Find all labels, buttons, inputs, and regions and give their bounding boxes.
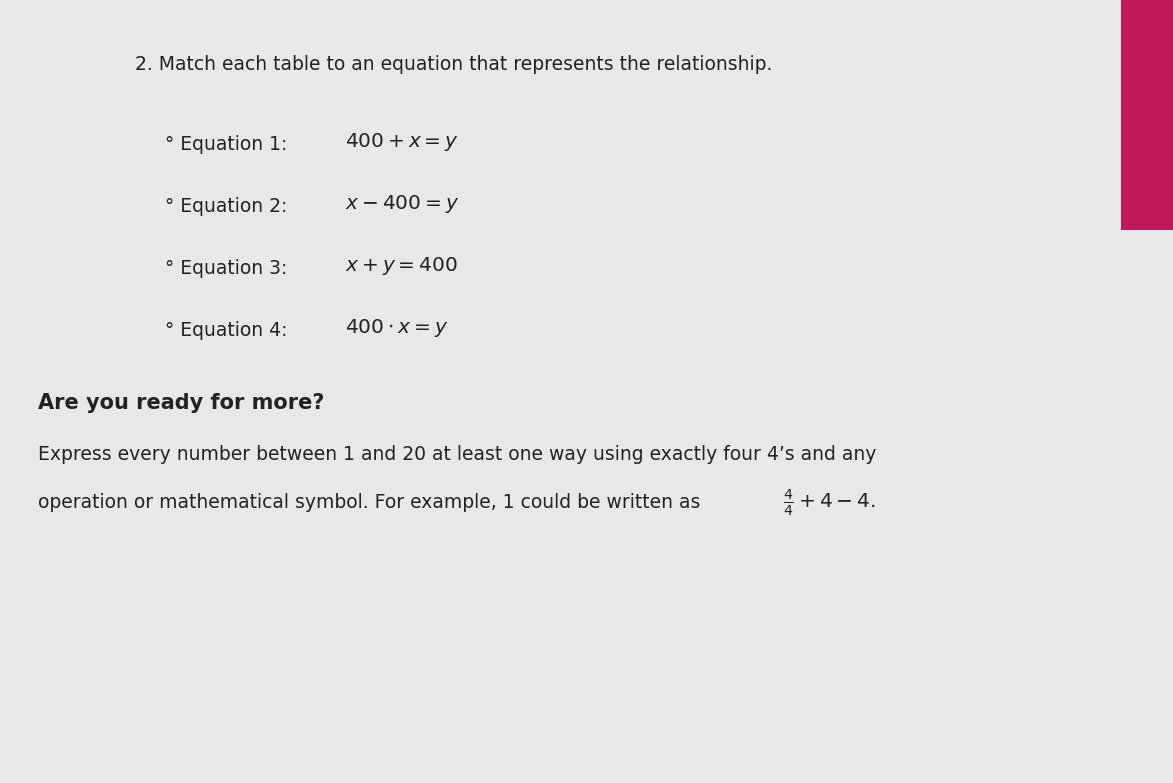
Text: Are you ready for more?: Are you ready for more? [38, 393, 325, 413]
Bar [1121, 0, 1173, 230]
Text: ° Equation 4:: ° Equation 4: [165, 321, 293, 340]
Text: ° Equation 3:: ° Equation 3: [165, 259, 293, 278]
Text: $x - 400 = y$: $x - 400 = y$ [345, 193, 460, 215]
Text: $400 + x = y$: $400 + x = y$ [345, 131, 459, 153]
Text: ° Equation 1:: ° Equation 1: [165, 135, 293, 154]
Text: $x + y = 400$: $x + y = 400$ [345, 255, 457, 277]
Text: Express every number between 1 and 20 at least one way using exactly four 4’s an: Express every number between 1 and 20 at… [38, 445, 876, 464]
Text: $\frac{4}{4} + 4 - 4$.: $\frac{4}{4} + 4 - 4$. [784, 488, 876, 518]
Text: $400 \cdot x = y$: $400 \cdot x = y$ [345, 317, 448, 339]
Text: 2. Match each table to an equation that represents the relationship.: 2. Match each table to an equation that … [135, 55, 772, 74]
Text: operation or mathematical symbol. For example, 1 could be written as: operation or mathematical symbol. For ex… [38, 493, 706, 512]
Text: ° Equation 2:: ° Equation 2: [165, 197, 293, 216]
